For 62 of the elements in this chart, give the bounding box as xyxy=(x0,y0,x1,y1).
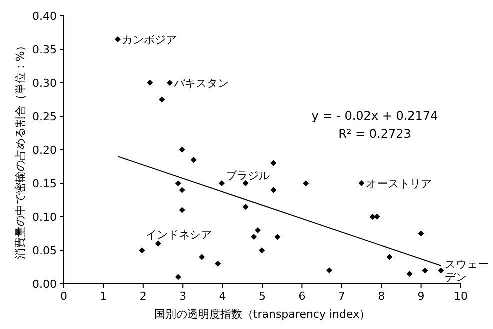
point xyxy=(175,274,182,280)
annotation: ブラジル xyxy=(226,170,270,182)
point xyxy=(242,180,249,186)
point xyxy=(155,240,162,247)
point xyxy=(270,160,277,166)
y-axis-title: 消費量の中で密輸の占める割合（単位：%） xyxy=(14,40,27,260)
annotation: パキスタン xyxy=(173,77,229,90)
point xyxy=(370,214,376,220)
x-tick-label: 9 xyxy=(418,290,425,303)
point xyxy=(159,96,166,103)
point xyxy=(179,207,186,214)
point xyxy=(270,187,277,194)
point xyxy=(406,270,413,277)
y-tick-label: 0.30 xyxy=(32,77,57,90)
annotation: オーストリア xyxy=(366,178,432,190)
x-tick-label: 2 xyxy=(140,290,147,303)
point xyxy=(255,227,262,234)
point xyxy=(251,234,258,240)
point xyxy=(114,36,121,42)
y-tick-label: 0.15 xyxy=(32,178,57,190)
point xyxy=(179,187,186,194)
point xyxy=(274,234,281,240)
x-tick-label: 1 xyxy=(100,290,108,303)
y-tick-label: 0.25 xyxy=(32,110,57,124)
point xyxy=(386,254,393,260)
y-tick-label: 0.40 xyxy=(32,10,57,23)
x-tick-label: 10 xyxy=(454,290,468,303)
point xyxy=(326,268,333,274)
point xyxy=(167,80,173,86)
annotation: カンボジア xyxy=(122,33,177,46)
annotation: R² = 0.2723 xyxy=(338,127,412,141)
y-tick-label: 0.10 xyxy=(32,211,57,224)
point xyxy=(438,268,444,274)
point xyxy=(175,180,182,186)
y-tick-label: 0.00 xyxy=(32,278,57,291)
point xyxy=(179,147,186,153)
x-tick-label: 8 xyxy=(378,290,386,303)
point xyxy=(139,248,146,254)
point xyxy=(303,180,310,186)
y-tick-label: 0.20 xyxy=(32,144,57,157)
x-tick-label: 7 xyxy=(338,290,346,303)
annotation: y = - 0.02x + 0.2174 xyxy=(312,109,438,123)
annotation: スウェーデン xyxy=(445,258,490,284)
point xyxy=(418,230,424,237)
point xyxy=(259,248,266,254)
x-tick-label: 6 xyxy=(298,290,306,303)
x-tick-label: 0 xyxy=(60,290,68,303)
point xyxy=(147,80,154,86)
point xyxy=(190,157,197,164)
y-tick-label: 0.35 xyxy=(32,44,57,56)
x-axis-title: 国別の透明度指数（transparency index） xyxy=(154,308,371,321)
point xyxy=(242,204,249,210)
point xyxy=(215,260,222,267)
point xyxy=(422,268,428,274)
annotation: インドネシア xyxy=(146,228,212,242)
point xyxy=(219,180,226,186)
y-tick-label: 0.05 xyxy=(32,244,57,258)
x-tick-label: 3 xyxy=(180,290,187,303)
point xyxy=(199,254,206,260)
x-tick-label: 4 xyxy=(219,290,226,303)
point xyxy=(358,180,365,186)
x-tick-label: 5 xyxy=(259,290,266,303)
